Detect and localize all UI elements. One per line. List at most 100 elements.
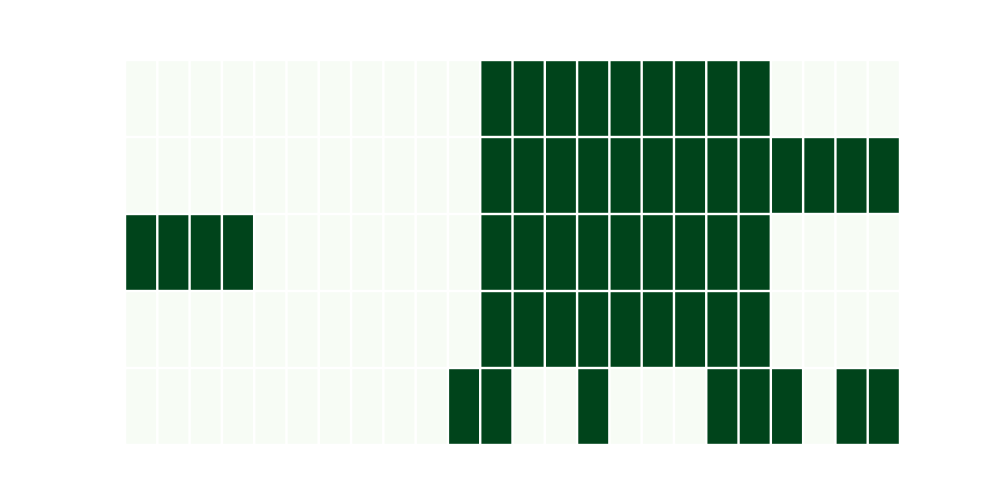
heatmap-cell bbox=[449, 292, 480, 367]
heatmap-cell bbox=[578, 292, 609, 367]
heatmap-cell bbox=[223, 61, 253, 136]
heatmap-cell bbox=[545, 138, 576, 213]
heatmap-cell bbox=[190, 369, 221, 444]
heatmap-cell bbox=[513, 292, 544, 367]
heatmap-cell bbox=[384, 61, 415, 136]
heatmap-cell bbox=[739, 138, 770, 213]
heatmap-cell bbox=[578, 369, 609, 444]
heatmap-cell bbox=[352, 215, 383, 290]
heatmap-cell bbox=[675, 292, 706, 367]
heatmap-cell bbox=[126, 215, 157, 290]
heatmap-cell bbox=[642, 369, 673, 444]
heatmap-cell bbox=[384, 369, 415, 444]
heatmap-cell bbox=[352, 61, 383, 136]
heatmap-cell bbox=[675, 215, 706, 290]
heatmap-cell bbox=[287, 61, 318, 136]
heatmap-cell bbox=[545, 215, 576, 290]
heatmap-cell bbox=[836, 61, 867, 136]
heatmap-cell bbox=[739, 292, 770, 367]
heatmap-cell bbox=[804, 292, 835, 367]
heatmap-cell bbox=[223, 215, 253, 290]
heatmap-cell bbox=[481, 369, 512, 444]
heatmap-cell bbox=[610, 138, 641, 213]
heatmap-cell bbox=[868, 292, 899, 367]
heatmap-cell bbox=[578, 61, 609, 136]
heatmap-cell bbox=[416, 215, 447, 290]
heatmap-cell bbox=[804, 138, 835, 213]
heatmap-cell bbox=[804, 369, 835, 444]
heatmap-cell bbox=[513, 61, 544, 136]
heatmap-cell bbox=[352, 138, 383, 213]
heatmap-cell bbox=[190, 292, 221, 367]
heatmap-cell bbox=[481, 61, 512, 136]
heatmap-cell bbox=[610, 292, 641, 367]
heatmap-cell bbox=[610, 215, 641, 290]
heatmap-cell bbox=[642, 61, 673, 136]
heatmap-cell bbox=[675, 61, 706, 136]
heatmap-cell bbox=[158, 138, 189, 213]
heatmap-cell bbox=[675, 138, 706, 213]
heatmap-cell bbox=[223, 138, 253, 213]
heatmap-cell bbox=[707, 292, 738, 367]
heatmap-cell bbox=[675, 369, 706, 444]
heatmap-cell bbox=[416, 292, 447, 367]
heatmap-cell bbox=[384, 292, 415, 367]
heatmap-cell bbox=[772, 138, 802, 213]
heatmap-cell bbox=[287, 369, 318, 444]
heatmap-cell bbox=[449, 61, 480, 136]
heatmap-cell bbox=[804, 215, 835, 290]
heatmap-cell bbox=[868, 61, 899, 136]
heatmap-cell bbox=[158, 369, 189, 444]
heatmap-cell bbox=[772, 61, 802, 136]
heatmap-cell bbox=[739, 369, 770, 444]
heatmap-cell bbox=[319, 61, 350, 136]
heatmap-cell bbox=[481, 292, 512, 367]
heatmap-cell bbox=[449, 138, 480, 213]
heatmap-cell bbox=[384, 138, 415, 213]
heatmap-cell bbox=[384, 215, 415, 290]
heatmap-cell bbox=[352, 369, 383, 444]
heatmap-cell bbox=[772, 369, 802, 444]
heatmap-cell bbox=[319, 215, 350, 290]
heatmap-cell bbox=[190, 138, 221, 213]
heatmap-cell bbox=[610, 61, 641, 136]
heatmap-plot-area bbox=[125, 60, 900, 445]
heatmap-cell bbox=[416, 138, 447, 213]
heatmap-cell bbox=[610, 369, 641, 444]
heatmap-cell bbox=[126, 292, 157, 367]
heatmap-cell bbox=[287, 138, 318, 213]
heatmap-cell bbox=[578, 215, 609, 290]
heatmap-cell bbox=[545, 61, 576, 136]
heatmap-cell bbox=[642, 292, 673, 367]
heatmap-cell bbox=[190, 61, 221, 136]
heatmap-cell bbox=[836, 215, 867, 290]
heatmap-cell bbox=[481, 138, 512, 213]
heatmap-cell bbox=[772, 292, 802, 367]
heatmap-cell bbox=[642, 138, 673, 213]
heatmap-cell bbox=[739, 61, 770, 136]
heatmap-cell bbox=[739, 215, 770, 290]
heatmap-cell bbox=[255, 215, 286, 290]
heatmap-cell bbox=[513, 215, 544, 290]
heatmap-cell bbox=[836, 138, 867, 213]
heatmap-cell bbox=[255, 369, 286, 444]
heatmap-cell bbox=[126, 61, 157, 136]
heatmap-cell bbox=[158, 215, 189, 290]
heatmap-cell bbox=[642, 215, 673, 290]
heatmap-cell bbox=[255, 61, 286, 136]
heatmap-cell bbox=[287, 292, 318, 367]
heatmap-cell bbox=[158, 61, 189, 136]
heatmap-cell bbox=[545, 292, 576, 367]
heatmap-cell bbox=[707, 61, 738, 136]
heatmap-cell bbox=[449, 215, 480, 290]
heatmap-cell bbox=[126, 369, 157, 444]
heatmap-cell bbox=[513, 138, 544, 213]
heatmap-cell bbox=[449, 369, 480, 444]
heatmap-cell bbox=[481, 215, 512, 290]
heatmap-cell bbox=[126, 138, 157, 213]
heatmap-cell bbox=[707, 215, 738, 290]
heatmap-cell bbox=[190, 215, 221, 290]
heatmap-cell bbox=[319, 138, 350, 213]
